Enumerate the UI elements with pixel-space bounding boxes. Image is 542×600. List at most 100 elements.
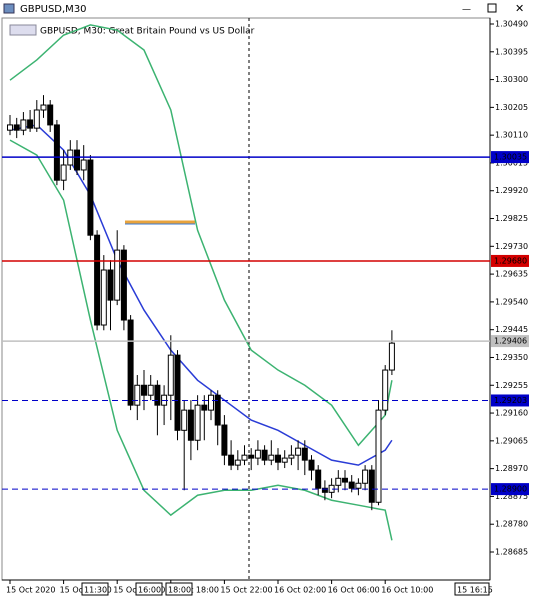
time-marker-box [165, 582, 193, 596]
price-level-label: 1.29203 [494, 396, 527, 405]
price-level-label: 1.28900 [494, 485, 527, 494]
app-icon [3, 3, 15, 14]
x-tick-label: 15 Oct 22:00 [220, 586, 272, 595]
candle-body [241, 454, 248, 461]
y-tick-label: 1.29255 [495, 381, 528, 390]
candle-body [375, 409, 382, 503]
candle-body [147, 384, 154, 396]
candle-body [228, 454, 235, 466]
candle-body [315, 469, 322, 489]
candle-body [221, 424, 228, 456]
y-tick-label: 1.30395 [495, 47, 528, 56]
candle-body [268, 454, 275, 461]
candle-body [7, 124, 13, 131]
time-marker-label: 16:00 [138, 586, 161, 595]
candle-body [288, 454, 295, 459]
price-level-box [491, 483, 529, 496]
time-marker-box [454, 582, 490, 596]
maximize-button[interactable] [487, 3, 497, 13]
candle-body [174, 354, 181, 431]
x-tick-label: 15 Oct 18:00 [167, 586, 219, 595]
candle-body [187, 409, 194, 441]
candle-body [13, 124, 20, 131]
candle-body [114, 249, 121, 301]
candle-body [201, 404, 208, 411]
candle-body [281, 457, 288, 463]
candle-body [194, 404, 201, 441]
candle-body [321, 487, 328, 493]
candle-body [295, 447, 302, 456]
candle-body [348, 481, 355, 489]
minimize-button[interactable]: — [462, 5, 471, 15]
candle-body [275, 454, 281, 463]
time-marker-label: 15 16:15 [457, 586, 493, 595]
y-tick-label: 1.30205 [495, 103, 528, 112]
x-tick-label: 16 Oct 06:00 [328, 586, 380, 595]
price-level-box [491, 394, 529, 407]
candle-body [60, 164, 67, 181]
candle-body [40, 104, 47, 111]
candle-body [248, 454, 255, 459]
close-button[interactable]: ✕ [515, 2, 524, 15]
x-tick-label: 16 Oct 02:00 [274, 586, 326, 595]
price-level-box [491, 151, 529, 164]
candle-body [301, 447, 308, 461]
candle-body [342, 477, 348, 483]
y-tick-label: 1.28685 [495, 548, 528, 557]
candle-body [120, 249, 127, 321]
y-tick-label: 1.29730 [495, 242, 528, 251]
candle-body [261, 449, 268, 461]
y-tick-label: 1.29160 [495, 409, 528, 418]
y-tick-label: 1.28970 [495, 464, 528, 473]
price-level-label: 1.29680 [494, 256, 527, 265]
price-level-box [491, 254, 529, 267]
candle-body [80, 159, 87, 171]
y-tick-label: 1.29920 [495, 186, 528, 195]
indicator-line [9, 139, 393, 541]
plot-area [1, 17, 491, 581]
price-level-label: 1.30035 [494, 153, 527, 162]
chart-title: GBPUSD, M30: Great Britain Pound vs US D… [40, 27, 255, 37]
y-tick-label: 1.30300 [495, 75, 528, 84]
y-tick-label: 1.29540 [495, 297, 528, 306]
candle-body [154, 384, 161, 406]
candle-body [47, 104, 54, 126]
candle-body [74, 149, 80, 171]
candle-body [87, 159, 94, 236]
candle-body [53, 124, 60, 181]
candle-body [181, 409, 188, 431]
candle-body [214, 394, 221, 426]
y-tick-label: 1.28780 [495, 520, 528, 529]
candle-body [94, 234, 101, 326]
candle-body [355, 482, 362, 489]
candle-body [167, 354, 174, 396]
y-tick-label: 1.29065 [495, 436, 528, 445]
symbol-icon [9, 24, 37, 36]
indicator-line [9, 24, 393, 447]
x-tick-label: 16 Oct 10:00 [381, 586, 433, 595]
candle-body [254, 449, 261, 459]
candle-body [20, 119, 27, 131]
time-marker-box [81, 582, 109, 596]
time-marker-label: 11:30 [84, 586, 107, 595]
candle-body [388, 342, 395, 371]
y-tick-label: 1.29445 [495, 325, 528, 334]
candle-body [134, 384, 141, 406]
time-marker-label: 18:00 [168, 586, 191, 595]
y-tick-label: 1.29635 [495, 270, 528, 279]
candle-body [141, 384, 147, 396]
candle-body [27, 119, 34, 129]
time-marker-box [135, 582, 163, 596]
candle-body [335, 477, 342, 486]
window-title: GBPUSD,M30 [20, 4, 87, 15]
candle-body [362, 469, 369, 484]
y-tick-label: 1.29350 [495, 353, 528, 362]
candle-body [382, 369, 389, 411]
x-tick-label: 15 Oct 2020 [6, 586, 55, 595]
candle-body [308, 459, 315, 471]
y-tick-label: 1.29825 [495, 214, 528, 223]
candle-body [107, 269, 114, 301]
y-tick-label: 1.30110 [495, 131, 528, 140]
candle-body [208, 394, 214, 411]
